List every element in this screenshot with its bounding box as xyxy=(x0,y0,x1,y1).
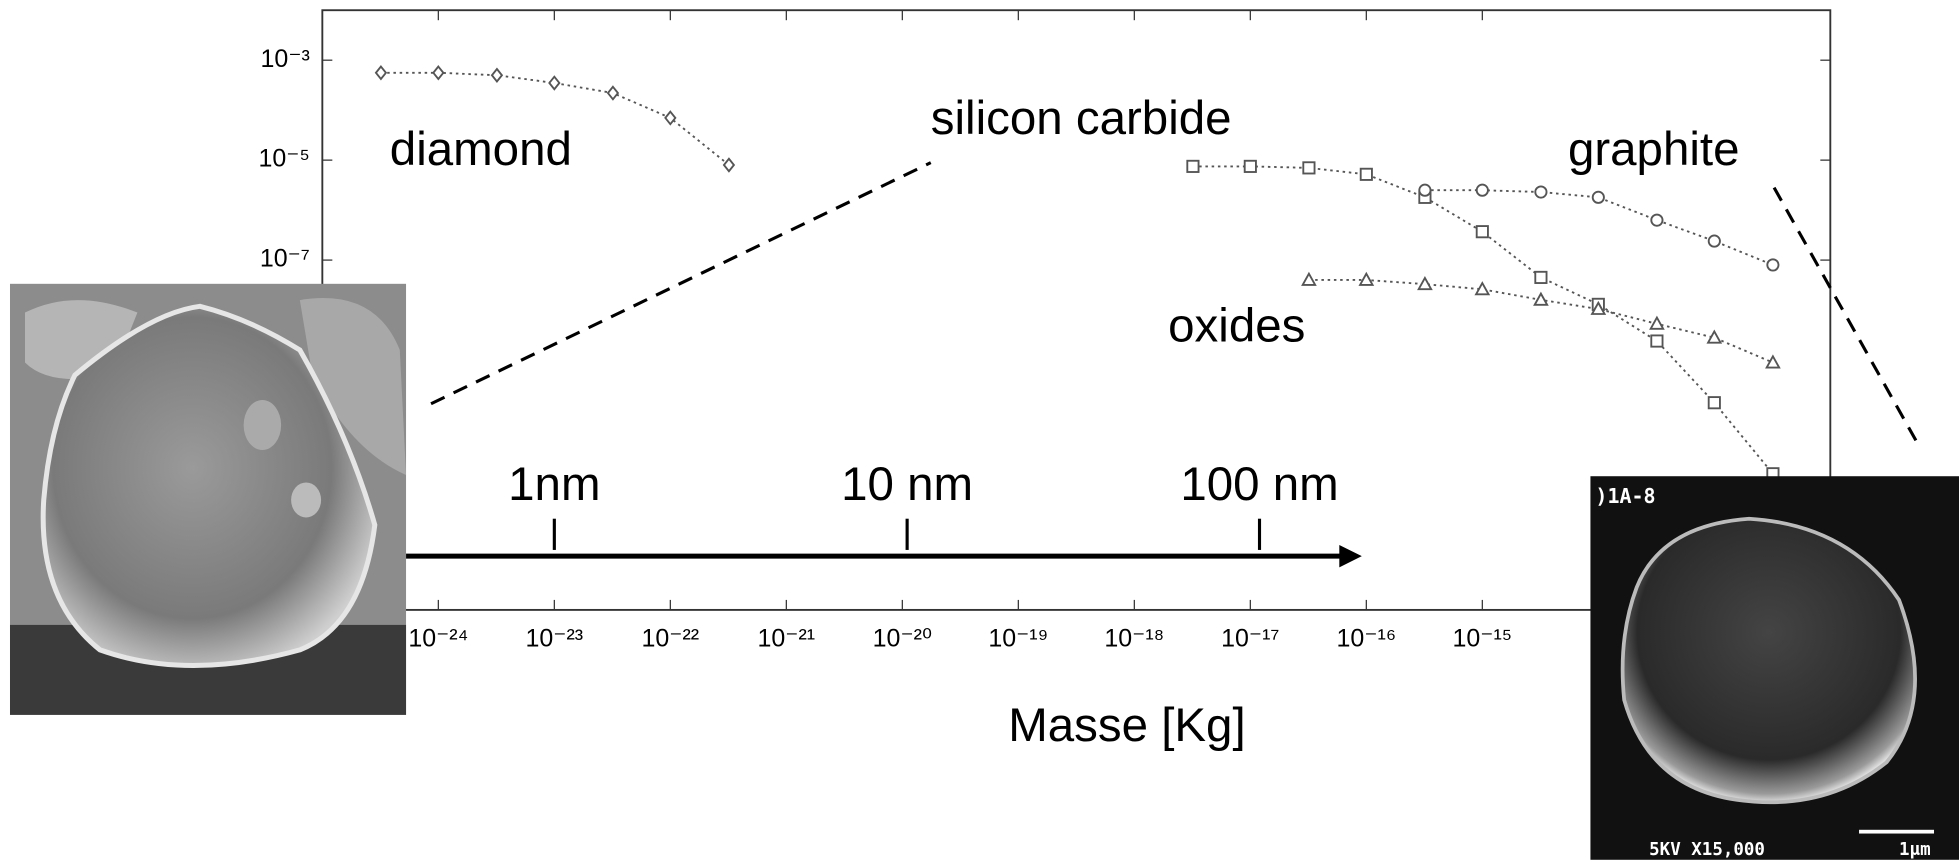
left-photo xyxy=(10,284,406,715)
photo-caption: 5KV X15,000 xyxy=(1649,840,1765,860)
x-tick-label: 10⁻¹⁹ xyxy=(988,624,1048,652)
x-tick-label: 10⁻¹⁷ xyxy=(1221,624,1279,652)
data-point xyxy=(1303,274,1315,285)
x-tick-label: 10⁻¹⁶ xyxy=(1337,624,1397,652)
data-point xyxy=(1535,294,1547,305)
x-axis-label: Masse [Kg] xyxy=(1008,699,1245,752)
x-tick-label: 10⁻²² xyxy=(642,624,700,652)
series-label: graphite xyxy=(1568,123,1740,176)
series-label: oxides xyxy=(1168,299,1305,352)
data-point xyxy=(608,87,618,99)
series-label: silicon carbide xyxy=(931,92,1232,145)
data-point xyxy=(492,69,502,81)
pointer-line xyxy=(1774,188,1918,444)
size-arrow-head xyxy=(1339,545,1361,567)
data-point xyxy=(1767,356,1779,367)
x-tick-label: 10⁻²⁰ xyxy=(873,624,932,652)
series-label: diamond xyxy=(390,123,572,176)
data-point xyxy=(549,77,559,89)
x-tick-label: 10⁻²¹ xyxy=(758,624,816,652)
size-label: 10 nm xyxy=(841,458,973,511)
y-tick-label: 10⁻⁵ xyxy=(259,145,310,173)
data-point xyxy=(1651,335,1662,346)
data-point xyxy=(376,67,386,79)
data-point xyxy=(1477,185,1488,196)
data-point xyxy=(1651,318,1663,329)
x-tick-label: 10⁻²⁴ xyxy=(408,624,468,652)
page: Masse [Kg] 10⁻²⁴ 10⁻²³ 10⁻²² 10⁻²¹ 10⁻²⁰ 10⁻¹… xyxy=(0,0,1959,860)
data-point xyxy=(1245,161,1256,172)
data-point xyxy=(1419,278,1431,289)
data-point xyxy=(1651,215,1662,226)
data-point xyxy=(1535,186,1546,197)
data-point xyxy=(1535,272,1546,283)
y-tick-label: 10⁻³ xyxy=(261,45,310,73)
pointer-line xyxy=(431,163,931,404)
data-point xyxy=(433,67,443,79)
data-point xyxy=(665,112,675,124)
data-point xyxy=(1709,235,1720,246)
chart: Masse [Kg] 10⁻²⁴ 10⁻²³ 10⁻²² 10⁻²¹ 10⁻²⁰ 10⁻¹… xyxy=(0,0,1959,860)
data-point xyxy=(1419,185,1430,196)
photo-caption: )1A-8 xyxy=(1595,484,1655,508)
x-tick-label: 10⁻¹⁸ xyxy=(1104,624,1164,652)
data-point xyxy=(1360,274,1372,285)
data-point xyxy=(1477,226,1488,237)
data-point xyxy=(724,159,734,171)
data-point xyxy=(1767,259,1778,270)
data-point xyxy=(1303,162,1314,173)
data-point xyxy=(1187,161,1198,172)
data-point xyxy=(1361,169,1372,180)
right-photo xyxy=(1590,476,1959,860)
photo-caption: 1μm xyxy=(1899,840,1931,860)
x-tick-label: 10⁻¹⁵ xyxy=(1453,624,1513,652)
x-tick-label: 10⁻²³ xyxy=(526,624,584,652)
data-point xyxy=(1593,192,1604,203)
y-tick-label: 10⁻⁷ xyxy=(260,245,310,273)
size-label: 100 nm xyxy=(1180,458,1338,511)
data-point xyxy=(1709,397,1720,408)
size-label: 1nm xyxy=(508,458,600,511)
